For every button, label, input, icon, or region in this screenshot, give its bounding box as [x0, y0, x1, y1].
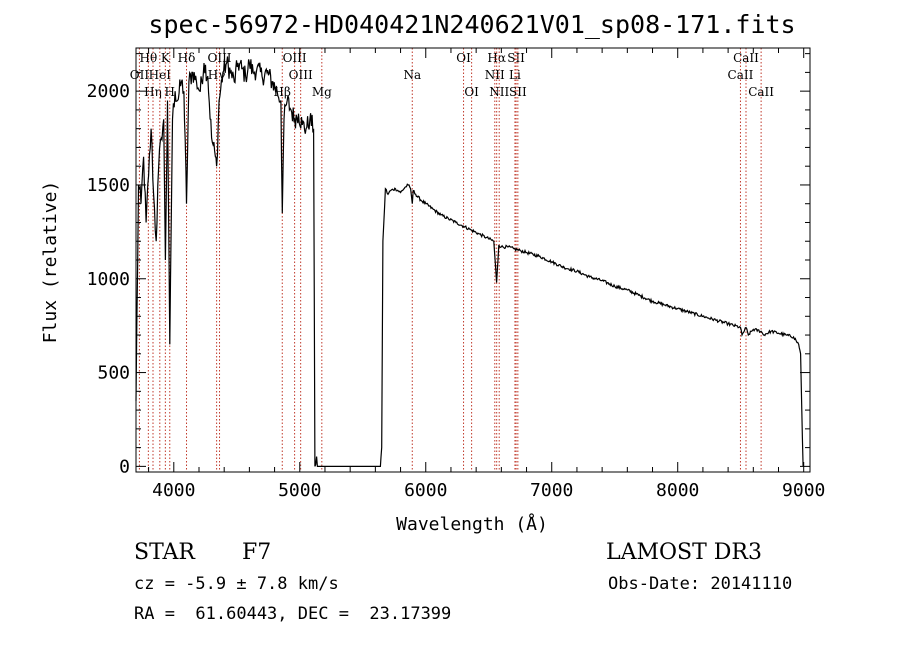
plot-frame [135, 47, 811, 473]
line-marker-label-0: Hθ [139, 51, 157, 65]
x-tick-label-7000: 7000 [530, 480, 573, 501]
y-tick-label-0: 0 [119, 456, 130, 477]
line-marker-label-14: OI [456, 51, 471, 65]
line-marker-label-15: OI [464, 85, 479, 99]
y-axis-label: Flux (relative) [40, 181, 61, 344]
line-marker-label-1: OII [130, 68, 150, 82]
line-marker-label-6: Hδ [178, 51, 196, 65]
y-tick-label-1000: 1000 [87, 269, 130, 290]
x-tick-label-4000: 4000 [152, 480, 195, 501]
y-tick-label-500: 500 [97, 363, 130, 384]
chart-title: spec-56972-HD040421N240621V01_sp08-171.f… [148, 10, 795, 39]
line-marker-label-10: OIII [283, 51, 307, 65]
x-tick-label-5000: 5000 [278, 480, 321, 501]
redshift-velocity: cz = -5.9 ± 7.8 km/s [134, 574, 339, 594]
survey-name: LAMOST DR3 [606, 540, 762, 565]
line-markers: HθOIIHηKHeIHHδHγOIIIHβOIIIOIIIMgNaOIOIHα… [130, 48, 774, 472]
axis-ticks: 4000 5000 6000 7000 8000 9000 0 500 1000 1500 2000 [87, 48, 825, 501]
x-tick-label-6000: 6000 [404, 480, 447, 501]
line-marker-label-3: K [161, 51, 171, 65]
line-marker-label-18: NII [489, 85, 509, 99]
spectral-subclass: F7 [242, 540, 272, 565]
x-tick-label-9000: 9000 [782, 480, 825, 501]
line-marker-label-22: CaII [733, 51, 759, 65]
line-marker-label-20: Li [509, 68, 521, 82]
line-marker-label-13: Na [403, 68, 421, 82]
line-marker-label-8: OIII [207, 51, 231, 65]
y-tick-label-2000: 2000 [87, 81, 130, 102]
x-tick-label-8000: 8000 [656, 480, 699, 501]
line-marker-label-7: Hγ [208, 68, 226, 82]
observation-date: Obs-Date: 20141110 [608, 574, 793, 594]
line-marker-label-21: SII [509, 85, 527, 99]
y-tick-label-1500: 1500 [87, 175, 130, 196]
line-marker-label-24: CaII [748, 85, 774, 99]
object-type: STAR [134, 540, 195, 565]
line-marker-label-4: HeI [149, 68, 172, 82]
coordinates: RA = 61.60443, DEC = 23.17399 [134, 604, 452, 624]
line-marker-label-2: Hη [144, 85, 162, 99]
line-marker-label-12: Mg [312, 85, 332, 99]
line-marker-label-19: SII [507, 51, 525, 65]
x-axis-label: Wavelength (Å) [396, 513, 548, 535]
line-marker-label-16: Hα [487, 51, 506, 65]
line-marker-label-11: OIII [289, 68, 313, 82]
line-marker-label-5: H [165, 85, 175, 99]
line-marker-label-17: NII [485, 68, 505, 82]
spectrum-series-line [135, 56, 804, 467]
line-marker-label-23: CaII [728, 68, 754, 82]
